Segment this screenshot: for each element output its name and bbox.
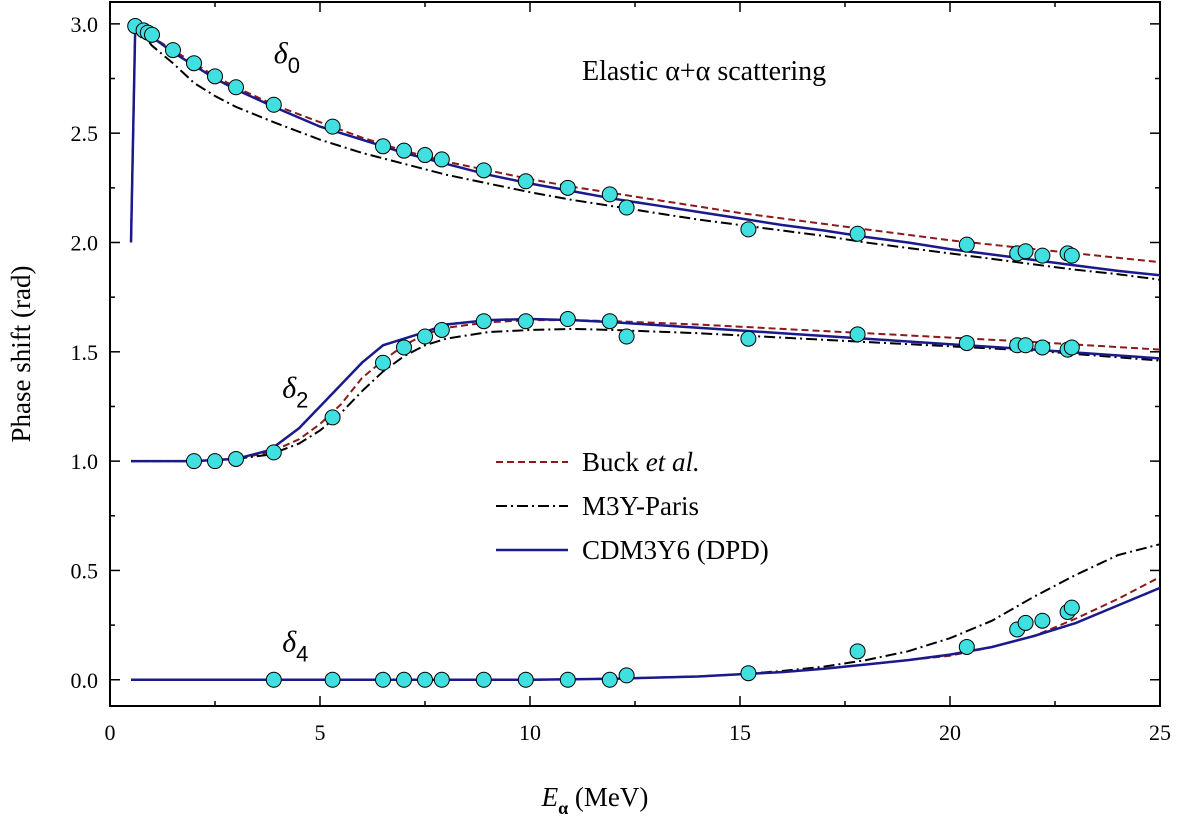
data-point (618, 667, 635, 684)
data-point (849, 643, 866, 660)
data-point (265, 444, 282, 461)
data-point (475, 162, 492, 179)
data-point (1034, 247, 1051, 264)
data-point (186, 453, 202, 470)
data-point (1017, 337, 1034, 354)
x-tick-label: 15 (729, 720, 751, 745)
legend-label-m3y: M3Y-Paris (582, 491, 699, 521)
x-tick-label: 5 (315, 720, 326, 745)
data-point (1017, 243, 1034, 260)
data-point (324, 409, 341, 426)
data-point (559, 671, 576, 688)
delta-label: δ2 (282, 372, 308, 413)
y-tick-label: 0.5 (71, 558, 99, 583)
data-point (849, 225, 866, 242)
x-axis-label: Eα (MeV) (541, 782, 649, 818)
data-point (601, 186, 618, 203)
x-tick-label: 25 (1149, 720, 1171, 745)
delta-label: δ4 (282, 625, 308, 666)
data-point (433, 321, 450, 338)
data-point (165, 42, 181, 59)
data-point (417, 328, 433, 345)
data-point (265, 671, 282, 688)
data-point (1034, 339, 1051, 356)
data-point (186, 55, 202, 72)
model-curves (129, 26, 1161, 682)
axis-ticks (109, 2, 1161, 706)
data-point (958, 638, 975, 655)
data-point (1063, 339, 1080, 356)
data-point (618, 199, 635, 216)
data-point (1017, 614, 1034, 631)
y-tick-label: 2.0 (71, 230, 99, 255)
data-point (740, 221, 757, 238)
y-tick-label: 0.0 (71, 668, 99, 693)
data-point (396, 142, 412, 159)
data-point (958, 236, 975, 253)
data-point (517, 313, 534, 330)
y-tick-label: 1.5 (71, 340, 99, 365)
data-point (559, 179, 576, 196)
data-point (207, 453, 223, 470)
data-point (433, 151, 450, 168)
data-point (396, 339, 412, 356)
data-point (396, 671, 412, 688)
data-point (417, 671, 433, 688)
legend: Buck et al. M3Y-Paris CDM3Y6 (DPD) (496, 447, 769, 565)
x-tick-label: 10 (519, 720, 541, 745)
y-tick-label: 1.0 (71, 449, 99, 474)
legend-label-cdm3y6: CDM3Y6 (DPD) (582, 535, 769, 565)
data-point (601, 671, 618, 688)
data-point (1063, 247, 1080, 264)
data-point (324, 118, 341, 135)
data-point (475, 313, 492, 330)
data-point (207, 68, 223, 85)
data-point (1063, 599, 1080, 616)
data-point (433, 671, 450, 688)
data-point (958, 335, 975, 352)
curve-m3y-paris-delta0 (130, 28, 1161, 281)
axis-tick-labels: 0 5 10 15 20 25 0.0 0.5 1.0 1.5 2.0 2.5 3.0 (71, 12, 1172, 745)
data-point (475, 671, 492, 688)
data-point (740, 665, 757, 682)
x-tick-label: 20 (939, 720, 961, 745)
data-point (849, 326, 866, 343)
data-point (375, 138, 391, 155)
delta-label: δ0 (274, 37, 300, 78)
data-point (618, 328, 635, 345)
data-point (375, 354, 391, 371)
data-point (375, 671, 391, 688)
data-point (1034, 612, 1051, 629)
data-points (127, 18, 1080, 688)
data-point (417, 147, 433, 164)
data-point (559, 311, 576, 328)
data-point (517, 173, 534, 190)
chart-title: Elastic α+α scattering (582, 56, 826, 87)
y-tick-label: 2.5 (71, 121, 99, 146)
x-tick-label: 0 (105, 720, 116, 745)
y-tick-label: 3.0 (71, 12, 99, 37)
data-point (265, 96, 282, 113)
y-axis-label: Phase shift (rad) (6, 266, 36, 443)
data-point (601, 313, 618, 330)
legend-label-buck: Buck et al. (582, 447, 700, 477)
partial-wave-labels: δ0 δ2 δ4 (274, 37, 309, 666)
curve-m3y-paris-delta2 (131, 327, 1161, 463)
data-point (228, 450, 244, 467)
data-point (228, 79, 244, 96)
data-point (740, 330, 757, 347)
data-point (144, 26, 160, 43)
data-point (517, 671, 534, 688)
data-point (324, 671, 341, 688)
